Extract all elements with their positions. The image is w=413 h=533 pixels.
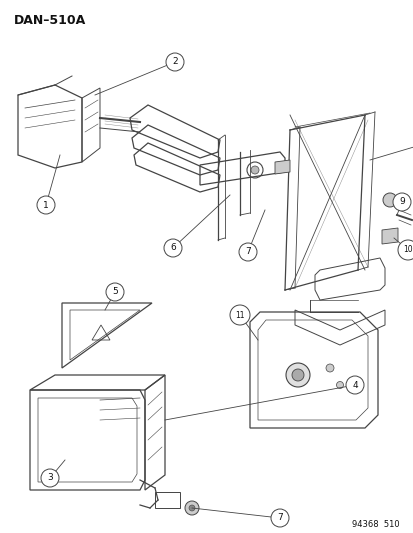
Text: DAN–510A: DAN–510A xyxy=(14,14,86,27)
Circle shape xyxy=(41,469,59,487)
Circle shape xyxy=(37,196,55,214)
Text: 9: 9 xyxy=(398,198,404,206)
Text: 6: 6 xyxy=(170,244,176,253)
Text: 4: 4 xyxy=(351,381,357,390)
Circle shape xyxy=(325,364,333,372)
Polygon shape xyxy=(381,228,397,244)
Circle shape xyxy=(285,363,309,387)
Circle shape xyxy=(164,239,182,257)
Circle shape xyxy=(230,305,249,325)
Circle shape xyxy=(189,505,195,511)
Circle shape xyxy=(271,509,288,527)
Circle shape xyxy=(106,283,124,301)
Circle shape xyxy=(291,369,303,381)
Text: 7: 7 xyxy=(276,513,282,522)
Circle shape xyxy=(336,382,343,389)
Polygon shape xyxy=(274,160,289,174)
Text: 7: 7 xyxy=(244,247,250,256)
Text: 3: 3 xyxy=(47,473,53,482)
Text: 94368  510: 94368 510 xyxy=(351,520,399,529)
Circle shape xyxy=(166,53,183,71)
Circle shape xyxy=(185,501,199,515)
Text: 10: 10 xyxy=(402,246,412,254)
Text: 2: 2 xyxy=(172,58,177,67)
Circle shape xyxy=(238,243,256,261)
Text: 11: 11 xyxy=(235,311,244,319)
Circle shape xyxy=(345,376,363,394)
Text: 1: 1 xyxy=(43,200,49,209)
Circle shape xyxy=(397,240,413,260)
Circle shape xyxy=(382,193,396,207)
Circle shape xyxy=(392,193,410,211)
Circle shape xyxy=(250,166,259,174)
Text: 5: 5 xyxy=(112,287,118,296)
